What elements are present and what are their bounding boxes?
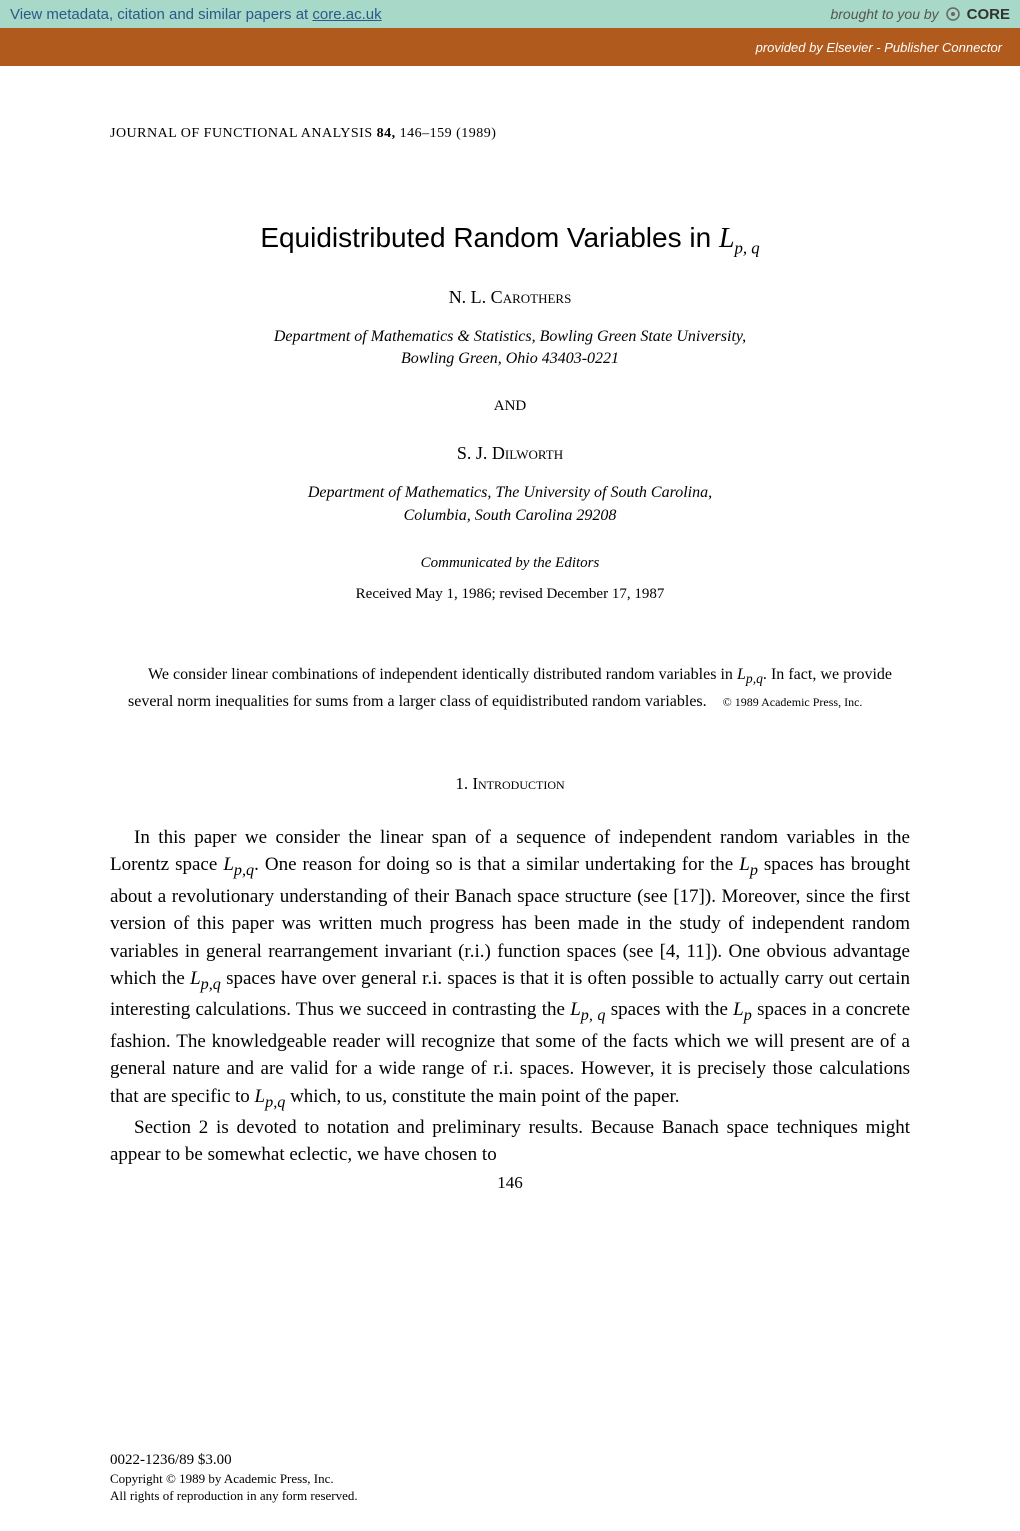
brought-by-text: brought to you by: [830, 6, 938, 22]
title-main: Equidistributed Random Variables in: [260, 222, 719, 253]
p1-lpq-sub: p,q: [234, 862, 254, 879]
paragraph-1: In this paper we consider the linear spa…: [110, 824, 910, 1114]
title-subscript: p, q: [735, 239, 760, 258]
provider-text: provided by Elsevier - Publisher Connect…: [756, 40, 1002, 55]
paper-page: JOURNAL OF FUNCTIONAL ANALYSIS 84, 146–1…: [0, 66, 1020, 1213]
p1-lpq3: L: [570, 999, 581, 1020]
footer-copyright: Copyright © 1989 by Academic Press, Inc.: [110, 1470, 358, 1488]
section-title: Introduction: [472, 774, 564, 793]
p1-lpq2-sub: p,q: [201, 976, 221, 993]
provider-bar: provided by Elsevier - Publisher Connect…: [0, 28, 1020, 66]
p1-lpq: L: [223, 854, 234, 875]
affiliation-1-line2: Bowling Green, Ohio 43403-0221: [401, 350, 619, 367]
metadata-top-bar: View metadata, citation and similar pape…: [0, 0, 1020, 28]
page-number: 146: [110, 1173, 910, 1193]
p1-lpq4: L: [255, 1086, 266, 1107]
footer: 0022-1236/89 $3.00 Copyright © 1989 by A…: [110, 1450, 358, 1505]
title-symbol: L: [719, 223, 735, 254]
p1-lp2-sub: p: [744, 1007, 752, 1024]
abstract-lpq: L: [737, 666, 746, 683]
p1-lp-sub: p: [750, 862, 758, 879]
core-icon: [945, 6, 961, 22]
author-1-affiliation: Department of Mathematics & Statistics, …: [110, 326, 910, 371]
author-2-name: S. J. Dilworth: [110, 443, 910, 464]
provider-name: Elsevier - Publisher Connector: [826, 40, 1002, 55]
metadata-prefix: View metadata, citation and similar pape…: [10, 6, 312, 23]
journal-volume: 84,: [377, 126, 396, 141]
abstract-text-1: We consider linear combinations of indep…: [148, 666, 737, 683]
abstract-copyright: © 1989 Academic Press, Inc.: [723, 695, 863, 709]
p1-lp: L: [739, 854, 750, 875]
paper-title: Equidistributed Random Variables in Lp, …: [110, 222, 910, 259]
p1-lp2: L: [733, 999, 744, 1020]
p1-lpq3-sub: p, q: [581, 1007, 606, 1024]
footer-issn: 0022-1236/89 $3.00: [110, 1450, 358, 1470]
journal-citation: JOURNAL OF FUNCTIONAL ANALYSIS 84, 146–1…: [110, 126, 910, 142]
affiliation-2-line2: Columbia, South Carolina 29208: [404, 507, 617, 524]
communicated-by: Communicated by the Editors: [110, 555, 910, 572]
author-2-affiliation: Department of Mathematics, The Universit…: [110, 482, 910, 527]
p1-t7: which, to us, constitute the main point …: [285, 1086, 679, 1107]
abstract: We consider linear combinations of indep…: [110, 663, 910, 714]
journal-name: JOURNAL OF FUNCTIONAL ANALYSIS: [110, 126, 373, 141]
provided-prefix: provided by: [756, 40, 827, 55]
footer-rights: All rights of reproduction in any form r…: [110, 1487, 358, 1505]
abstract-lpq-sub: p,q: [746, 671, 763, 686]
affiliation-2-line1: Department of Mathematics, The Universit…: [308, 484, 712, 501]
metadata-left-text: View metadata, citation and similar pape…: [10, 6, 382, 23]
p1-t2: . One reason for doing so is that a simi…: [254, 854, 739, 875]
affiliation-1-line1: Department of Mathematics & Statistics, …: [274, 328, 746, 345]
core-link[interactable]: core.ac.uk: [312, 6, 381, 23]
p1-lpq2: L: [190, 968, 201, 989]
p1-lpq4-sub: p,q: [265, 1093, 285, 1110]
p1-t5: spaces with the: [606, 999, 734, 1020]
author-1-name: N. L. Carothers: [110, 287, 910, 308]
and-separator: AND: [110, 398, 910, 415]
core-logo-text[interactable]: CORE: [967, 6, 1010, 23]
section-number: 1.: [455, 774, 468, 793]
journal-pages: 146–159 (1989): [400, 126, 497, 141]
body-text: In this paper we consider the linear spa…: [110, 824, 910, 1169]
section-heading: 1. Introduction: [110, 774, 910, 794]
paragraph-2: Section 2 is devoted to notation and pre…: [110, 1114, 910, 1169]
metadata-right: brought to you by CORE: [830, 6, 1010, 23]
received-dates: Received May 1, 1986; revised December 1…: [110, 586, 910, 603]
